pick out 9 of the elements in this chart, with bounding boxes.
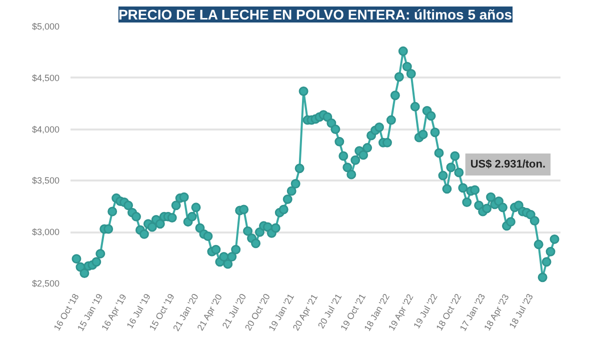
y-tick-label: $4,000: [32, 124, 60, 134]
annotation: US$ 2.931/ton.: [470, 158, 546, 171]
x-tick-label: 18 Jul '23: [507, 292, 535, 330]
y-tick-label: $2,500: [32, 278, 60, 288]
y-tick-label: $3,500: [32, 176, 60, 186]
y-tick-label: $5,000: [32, 22, 60, 32]
y-tick-label: $4,500: [32, 72, 60, 83]
chart-title: PRECIO DE LA LECHE EN POLVO ENTERA: últimos 5 años: [118, 6, 512, 22]
y-tick-label: $3,000: [32, 227, 60, 238]
